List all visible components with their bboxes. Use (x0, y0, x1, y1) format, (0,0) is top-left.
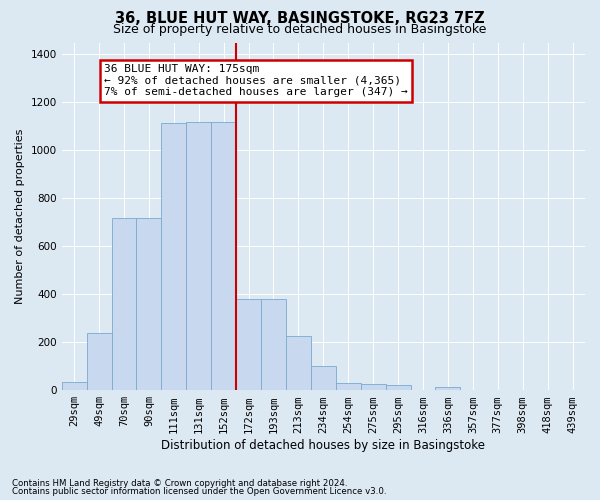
Bar (286, 336, 311, 390)
Bar (261, 299, 286, 390)
Bar (161, 123, 186, 390)
Bar (211, 122, 236, 390)
Text: 36, BLUE HUT WAY, BASINGSTOKE, RG23 7FZ: 36, BLUE HUT WAY, BASINGSTOKE, RG23 7FZ (115, 11, 485, 26)
Bar (136, 218, 161, 390)
Bar (112, 218, 136, 390)
Bar (62, 382, 86, 390)
Bar (386, 386, 410, 390)
Bar (186, 122, 211, 390)
Bar (236, 299, 261, 390)
Bar (361, 384, 386, 390)
Bar (311, 366, 336, 390)
X-axis label: Distribution of detached houses by size in Basingstoke: Distribution of detached houses by size … (161, 440, 485, 452)
Y-axis label: Number of detached properties: Number of detached properties (15, 128, 25, 304)
Text: 36 BLUE HUT WAY: 175sqm
← 92% of detached houses are smaller (4,365)
7% of semi-: 36 BLUE HUT WAY: 175sqm ← 92% of detache… (104, 64, 408, 98)
Text: Size of property relative to detached houses in Basingstoke: Size of property relative to detached ho… (113, 22, 487, 36)
Bar (86, 334, 112, 390)
Text: Contains public sector information licensed under the Open Government Licence v3: Contains public sector information licen… (12, 487, 386, 496)
Text: Contains HM Land Registry data © Crown copyright and database right 2024.: Contains HM Land Registry data © Crown c… (12, 478, 347, 488)
Bar (336, 383, 361, 390)
Bar (436, 386, 460, 390)
